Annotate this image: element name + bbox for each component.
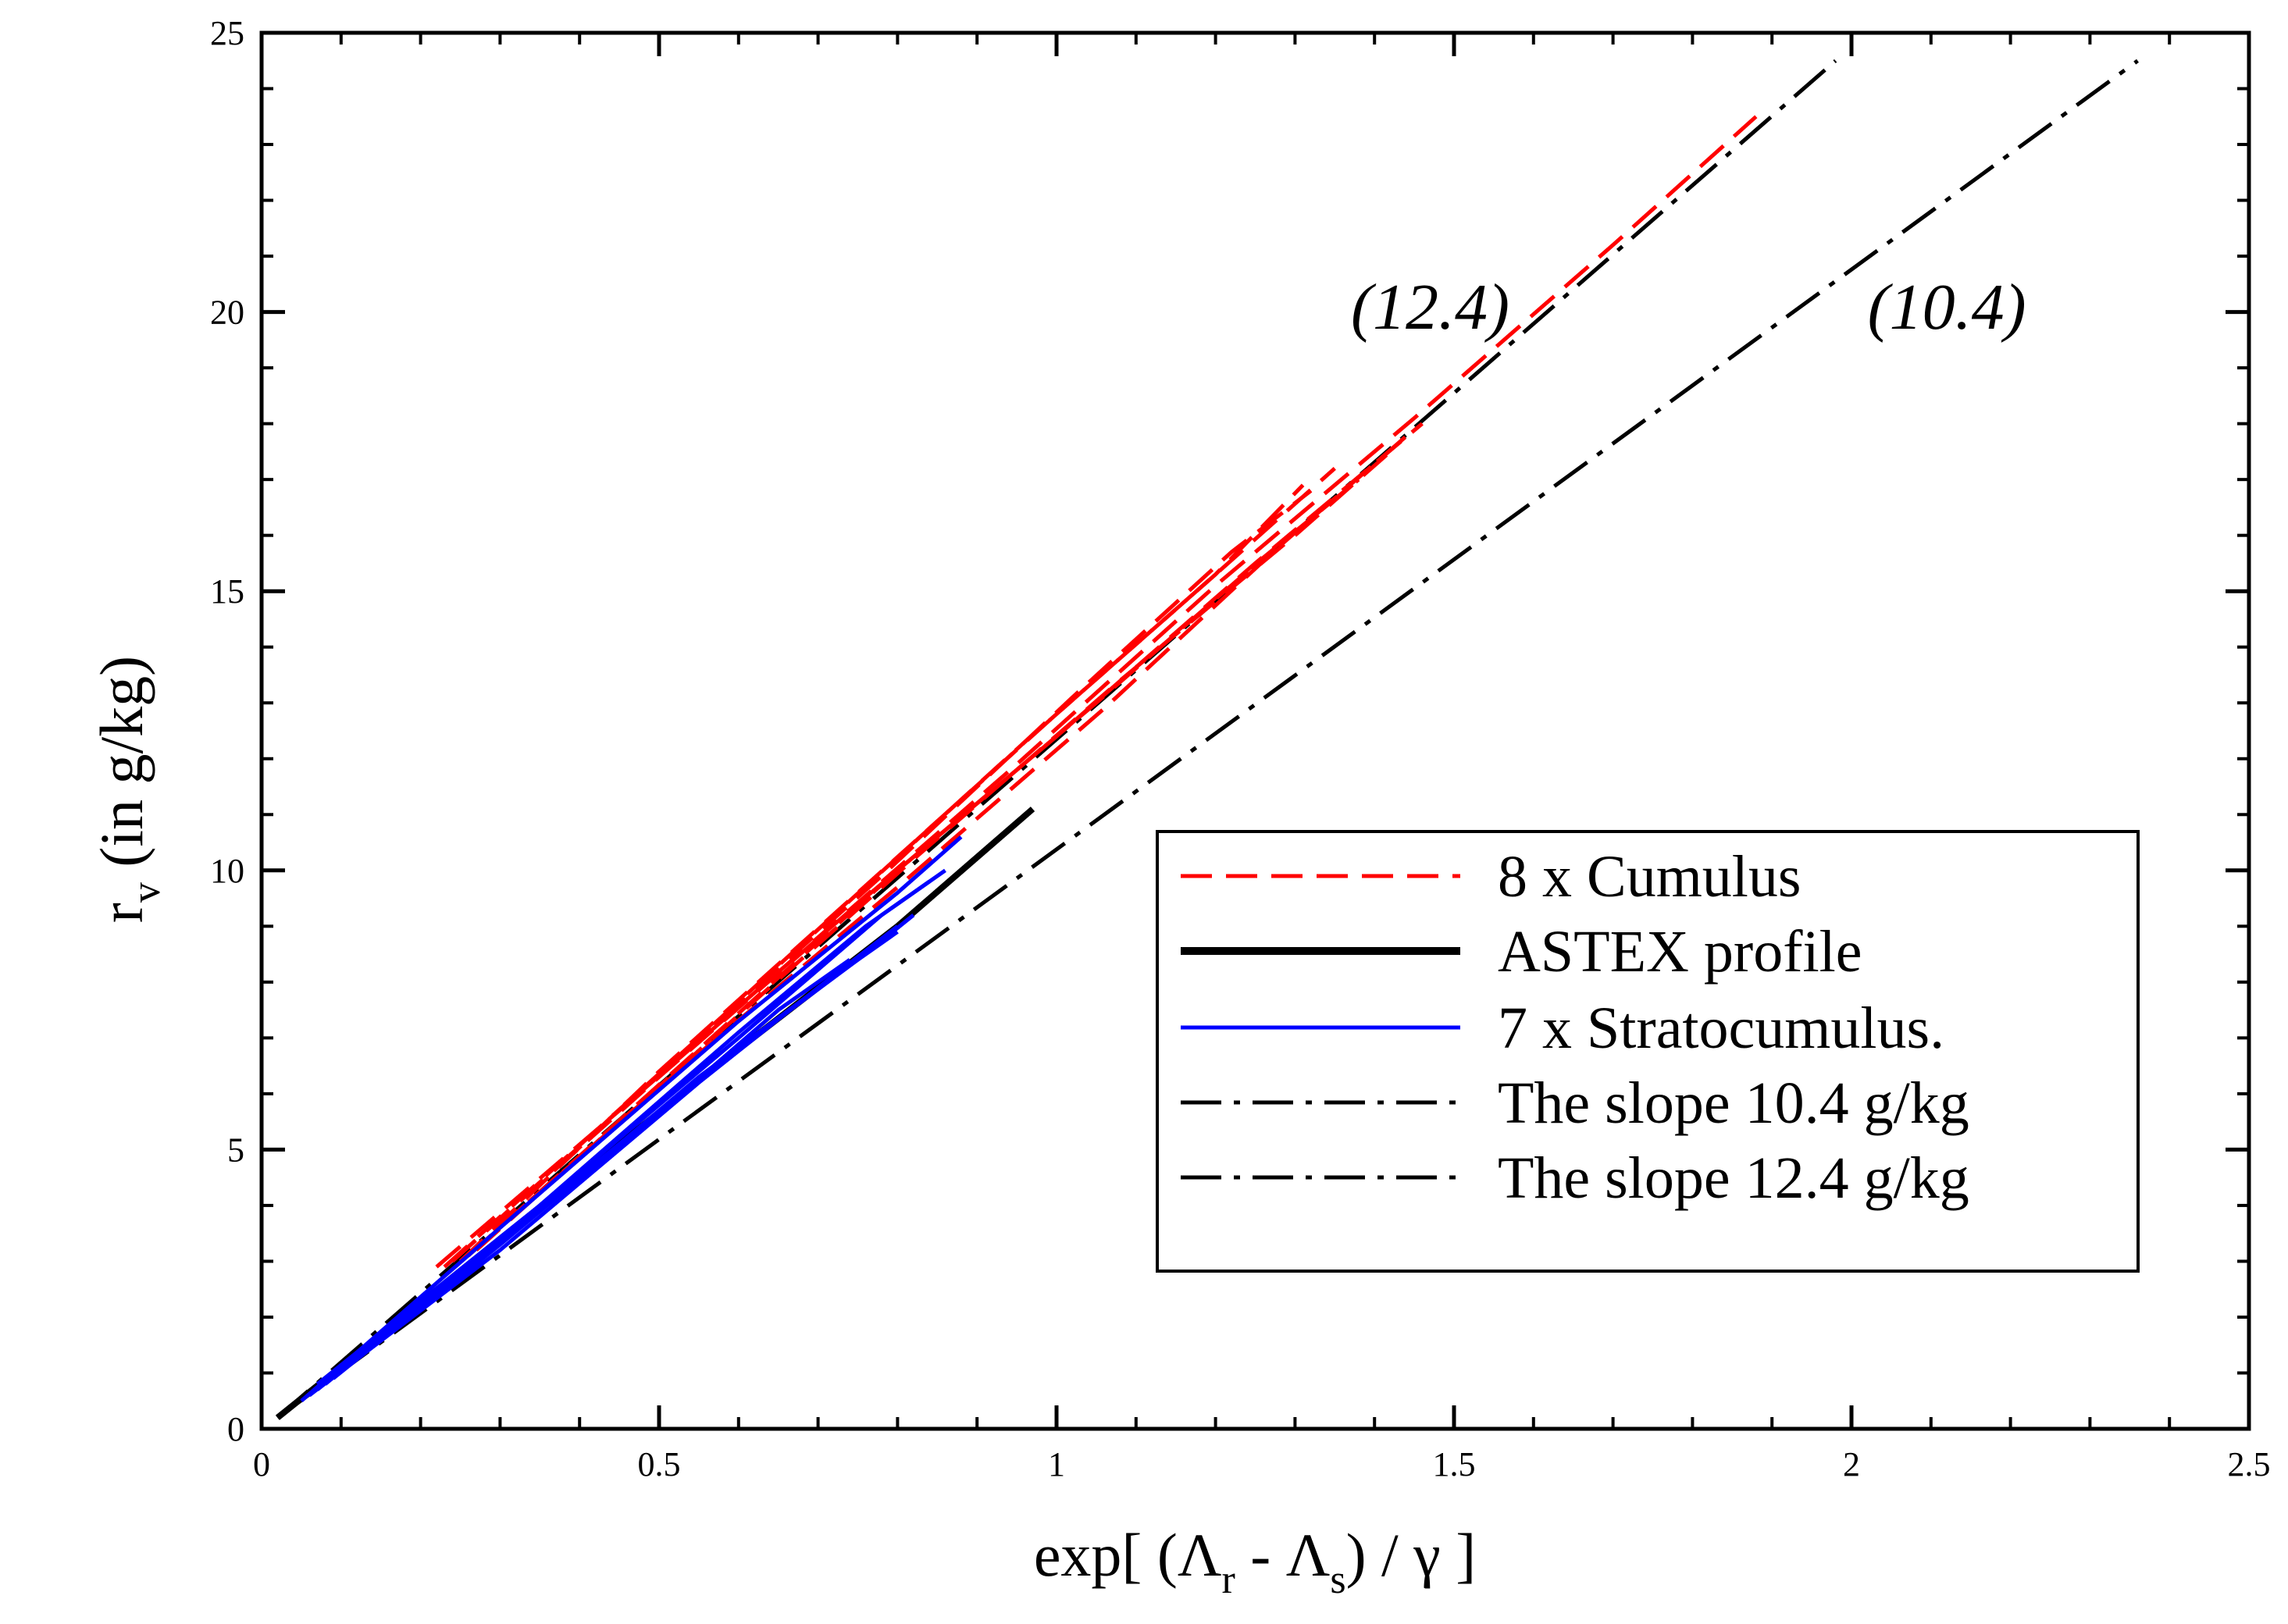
y-tick-label: 25 [210, 14, 244, 52]
annotation-label: (10.4) [1868, 271, 2026, 344]
series-layer [275, 59, 2139, 1420]
y-tick-label: 0 [227, 1410, 244, 1448]
legend-label: ASTEX profile [1498, 919, 1862, 985]
y-tick-label: 20 [210, 294, 244, 332]
legend-box [1156, 830, 2140, 1273]
legend: 8 x Cumulus ASTEX profile 7 x Stratocumulu… [1156, 830, 2140, 1273]
x-tick-label: 0.5 [638, 1445, 681, 1483]
tick-labels-layer: 0 0.5 1 1.5 2 2.5 0 5 10 15 20 25 [210, 14, 2271, 1483]
y-tick-label: 10 [210, 852, 244, 890]
series-line-7-x-stratocumulus [332, 958, 851, 1380]
x-tick-label: 1.5 [1433, 1445, 1476, 1483]
series-line-slope-10-4 [276, 59, 2139, 1419]
x-axis-title: exp[ (Λr - Λs) / γ ] [1034, 1521, 1476, 1602]
y-tick-label: 5 [227, 1131, 244, 1169]
plot-frame [259, 30, 2251, 1431]
y-tick-label: 15 [210, 572, 244, 611]
x-tick-label: 2 [1843, 1445, 1860, 1483]
x-tick-label: 2.5 [2228, 1445, 2271, 1483]
legend-label: The slope 10.4 g/kg [1498, 1070, 1969, 1136]
legend-label: The slope 12.4 g/kg [1498, 1145, 1969, 1211]
annotations: (12.4) (10.4) [1351, 271, 2026, 344]
legend-label: 7 x Stratocumulus. [1498, 995, 1944, 1061]
x-tick-label: 0 [253, 1445, 270, 1483]
legend-label: 8 x Cumulus [1498, 844, 1802, 910]
series-line-7-x-stratocumulus [300, 835, 963, 1403]
ticks-layer [259, 30, 2251, 1431]
annotation-label: (12.4) [1351, 271, 1509, 344]
series-line-8-x-cumulus [475, 450, 1392, 1252]
series-line-8-x-cumulus [451, 489, 1313, 1263]
series-line-7-x-stratocumulus [315, 868, 946, 1386]
y-axis-title: rv (in g/kg) [87, 656, 169, 923]
x-tick-label: 1 [1048, 1445, 1065, 1483]
